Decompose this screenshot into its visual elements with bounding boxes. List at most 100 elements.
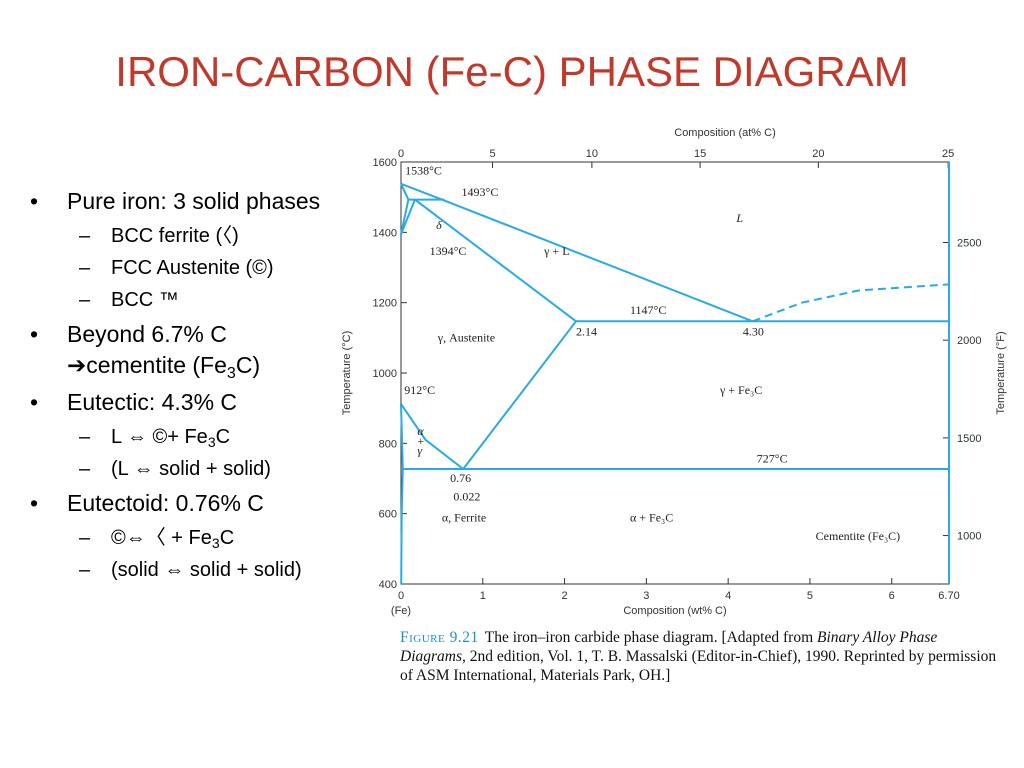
diagram-label: 0.022 bbox=[453, 489, 480, 503]
sub-bullet-text: FCC Austenite (©) bbox=[111, 257, 274, 279]
x-tick-label: 6.70 bbox=[938, 590, 959, 602]
sub-bullet-text: C bbox=[219, 527, 235, 549]
dash: – bbox=[79, 458, 91, 480]
top-tick-label: 5 bbox=[489, 148, 495, 160]
sub-bullet-fcc-austenite: – FCC Austenite (©) bbox=[30, 255, 330, 282]
phase-line-liquidus-gamma bbox=[441, 198, 754, 323]
sub-bullet-text: 〈 + Fe bbox=[145, 527, 212, 549]
diagram-label: 1147°C bbox=[630, 303, 666, 317]
right-tick-label: 2000 bbox=[957, 335, 981, 347]
diagram-label: α, Ferrite bbox=[442, 510, 486, 524]
bullet-list: • Pure iron: 3 solid phases – BCC ferrit… bbox=[30, 186, 330, 589]
diagram-label: 1394°C bbox=[430, 244, 467, 258]
sub-bullet-text: C bbox=[215, 426, 231, 448]
right-axis-label: Temperature (°F) bbox=[995, 331, 1007, 414]
y-tick-label: 1200 bbox=[373, 298, 397, 310]
diagram-label: L bbox=[735, 211, 743, 225]
dash: – bbox=[79, 225, 91, 247]
dash: – bbox=[79, 527, 91, 549]
dash: – bbox=[79, 426, 91, 448]
right-tick-label: 2500 bbox=[957, 237, 981, 249]
x-tick-label: 1 bbox=[480, 590, 486, 602]
x-tick-label: 2 bbox=[562, 590, 568, 602]
sub-bullet-text: BCC ferrite (〈) bbox=[111, 225, 239, 247]
x-tick-label: 6 bbox=[889, 590, 895, 602]
sub-bullet-eutectoid-reaction: – ©⇔〈 + Fe3C bbox=[30, 525, 330, 552]
phase-line-a3 bbox=[400, 403, 464, 470]
bullet-dot: • bbox=[30, 389, 39, 415]
sub-bullet-bcc-ferrite: – BCC ferrite (〈) bbox=[30, 223, 330, 250]
diagram-label: 0.76 bbox=[450, 471, 471, 485]
dash: – bbox=[79, 289, 91, 311]
phase-line-acm bbox=[462, 320, 577, 470]
y-tick-label: 1400 bbox=[373, 227, 397, 239]
sub-bullet-text: solid + solid) bbox=[153, 458, 271, 480]
subscript: 3 bbox=[207, 434, 216, 451]
bullet-text: Pure iron: 3 solid phases bbox=[67, 188, 321, 214]
diagram-label: 727°C bbox=[757, 452, 788, 466]
bullet-eutectic: • Eutectic: 4.3% C bbox=[30, 387, 330, 418]
bullet-text: Eutectic: 4.3% C bbox=[67, 389, 238, 415]
diagram-label: 2.14 bbox=[576, 324, 597, 338]
phase-line-delta-gamma-left bbox=[400, 199, 410, 235]
subscript: 3 bbox=[211, 535, 220, 552]
subscript: 3 bbox=[226, 363, 236, 382]
y-tick-label: 1000 bbox=[373, 368, 397, 380]
diagram-label: 912°C bbox=[404, 383, 435, 397]
x-tick-label: 4 bbox=[725, 590, 731, 602]
diagram-label: 1493°C bbox=[462, 185, 499, 199]
phase-diagram: 0 1 2 3 4 5 6 6.70 (Fe) Composition (wt% C) 400 600… bbox=[341, 127, 1007, 617]
x-tick-label: 5 bbox=[807, 590, 813, 602]
y-tick-label: 400 bbox=[379, 579, 397, 591]
diagram-label: γ, Austenite bbox=[437, 331, 495, 345]
diagram-label: γ + L bbox=[543, 244, 569, 258]
diagram-label: α + Fe₃C bbox=[630, 510, 673, 524]
top-tick-label: 0 bbox=[398, 148, 404, 160]
phase-line-alpha-solvus bbox=[400, 468, 404, 585]
bullet-beyond-6-7: • Beyond 6.7% C ➔cementite (Fe3C) bbox=[30, 319, 330, 381]
phase-line-alpha-gamma-boundary bbox=[400, 403, 404, 470]
bullet-text: C) bbox=[235, 352, 261, 378]
arrow-icon: ➔ bbox=[67, 352, 87, 378]
sub-bullet-text: (L bbox=[111, 458, 134, 480]
top-axis-label: Composition (at% C) bbox=[674, 127, 775, 139]
phase-line-liquidus-fe3c bbox=[752, 283, 950, 323]
right-tick-label: 1000 bbox=[957, 531, 981, 543]
caption-book-title: Binary Alloy Phase Diagrams, bbox=[400, 629, 938, 665]
y-tick-label: 800 bbox=[379, 438, 397, 450]
sub-bullet-text: ©+ Fe bbox=[146, 426, 208, 448]
diagram-label: δ bbox=[436, 218, 442, 232]
double-arrow-icon: ⇔ bbox=[133, 458, 154, 480]
y-tick-label: 1600 bbox=[373, 157, 397, 169]
sub-bullet-bcc: – BCC ™ bbox=[30, 287, 330, 314]
sub-bullet-text: solid + solid) bbox=[184, 559, 302, 581]
right-tick-label: 1500 bbox=[957, 433, 981, 445]
phase-line-gamma-solidus bbox=[414, 198, 577, 323]
sub-bullet-text: L bbox=[111, 426, 127, 448]
x-tick-label: 3 bbox=[643, 590, 649, 602]
double-arrow-icon: ⇔ bbox=[126, 426, 147, 448]
double-arrow-icon: ⇔ bbox=[164, 559, 185, 581]
phase-line-delta-gamma-right bbox=[400, 199, 416, 235]
sub-bullet-eutectic-general: – (L ⇔ solid + solid) bbox=[30, 456, 330, 483]
caption-text: The iron–iron carbide phase diagram. [Ad… bbox=[484, 629, 818, 646]
sub-bullet-eutectic-reaction: – L ⇔ ©+ Fe3C bbox=[30, 424, 330, 451]
y-axis-label: Temperature (°C) bbox=[341, 331, 353, 415]
bullet-dot: • bbox=[30, 490, 39, 516]
top-tick-label: 20 bbox=[812, 148, 824, 160]
caption-text: 2nd edition, Vol. 1, T. B. Massalski (Ed… bbox=[400, 648, 997, 684]
sub-bullet-text: © bbox=[111, 527, 126, 549]
figure-label: Figure 9.21 bbox=[400, 629, 479, 646]
diagram-label: + bbox=[417, 434, 424, 448]
top-tick-label: 15 bbox=[694, 148, 706, 160]
phase-line-delta-solidus bbox=[400, 183, 410, 201]
phase-line-liquidus-delta bbox=[400, 182, 443, 201]
double-arrow-icon: ⇔ bbox=[125, 527, 146, 549]
bullet-eutectoid: • Eutectoid: 0.76% C bbox=[30, 488, 330, 519]
bullet-text: Beyond 6.7% C bbox=[67, 321, 227, 347]
x-tick-label: 0 bbox=[398, 590, 404, 602]
bullet-pure-iron: • Pure iron: 3 solid phases bbox=[30, 186, 330, 217]
slide-title: IRON-CARBON (Fe-C) PHASE DIAGRAM bbox=[115, 48, 909, 95]
bullet-text: Eutectoid: 0.76% C bbox=[67, 490, 264, 516]
dash: – bbox=[79, 257, 91, 279]
